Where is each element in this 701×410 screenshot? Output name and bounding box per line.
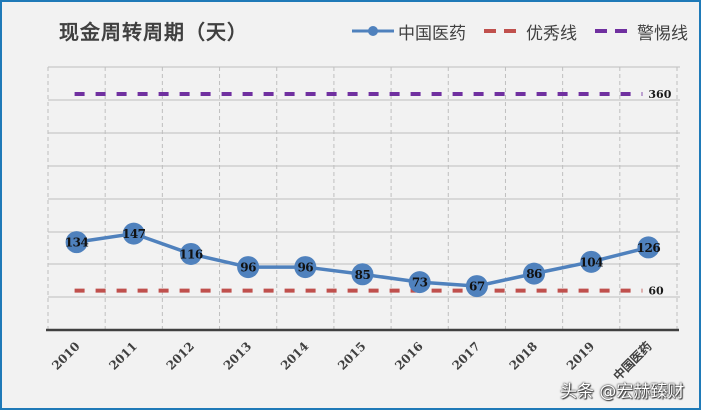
legend-label: 中国医药	[398, 23, 466, 44]
data-point-marker	[65, 231, 88, 254]
data-point-marker	[637, 236, 660, 259]
x-tick-label: 2010	[49, 339, 83, 373]
dashed-line-icon	[484, 29, 520, 33]
data-point-marker	[351, 263, 374, 286]
chart-legend: 中国医药 优秀线 警惕线	[352, 19, 701, 44]
x-tick-label: 2019	[564, 339, 598, 373]
data-point-marker	[122, 222, 145, 245]
data-label: 116	[179, 247, 203, 261]
data-label: 85	[355, 268, 371, 282]
data-label: 73	[412, 276, 428, 290]
watermark: 头条 @宏赫臻财	[560, 382, 685, 402]
x-tick-label: 2011	[106, 339, 140, 373]
data-point-marker	[237, 256, 260, 279]
data-label: 104	[579, 255, 603, 269]
data-label: 126	[637, 241, 661, 255]
x-tick-label: 2017	[449, 339, 483, 373]
data-label: 86	[526, 267, 542, 281]
data-point-marker	[179, 242, 202, 265]
chart-title: 现金周转周期（天）	[59, 20, 248, 44]
legend-item-china-pharma: 中国医药	[352, 19, 466, 44]
x-tick-label: 2012	[164, 339, 198, 373]
legend-item-excellent-line: 优秀线	[480, 19, 577, 44]
data-point-marker	[523, 262, 546, 285]
line-marker-icon	[352, 26, 394, 36]
data-label: 147	[122, 227, 146, 241]
data-point-marker	[465, 275, 488, 298]
x-tick-label: 2013	[221, 339, 255, 373]
data-label: 134	[65, 236, 89, 250]
data-label: 96	[297, 261, 313, 275]
data-point-marker	[580, 250, 603, 273]
x-tick-label: 2014	[278, 339, 312, 373]
reference-line-label: 360	[648, 88, 671, 101]
data-label: 96	[240, 261, 256, 275]
legend-item-warning-line: 警惕线	[591, 19, 688, 44]
data-point-marker	[408, 271, 431, 294]
x-tick-label: 2016	[392, 339, 426, 373]
legend-label: 警惕线	[637, 23, 688, 44]
data-label: 67	[469, 280, 485, 294]
dashed-line-icon	[595, 29, 631, 33]
reference-line-label: 60	[648, 285, 664, 298]
data-point-marker	[294, 256, 317, 279]
x-tick-label: 2015	[335, 339, 369, 373]
x-tick-label: 2018	[507, 339, 541, 373]
legend-label: 优秀线	[526, 23, 577, 44]
